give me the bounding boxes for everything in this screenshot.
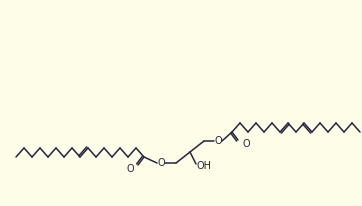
- Text: O: O: [157, 158, 165, 168]
- Text: O: O: [126, 164, 134, 174]
- Text: O: O: [242, 139, 250, 149]
- Text: O: O: [214, 136, 222, 146]
- Text: OH: OH: [197, 161, 211, 171]
